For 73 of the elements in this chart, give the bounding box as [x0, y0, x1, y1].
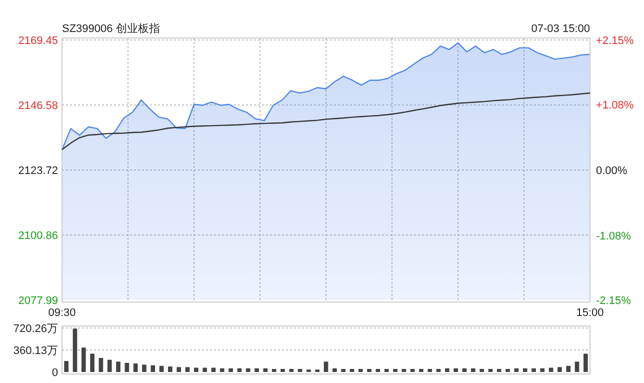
x-tick-label: 15:00	[576, 307, 604, 319]
bar	[350, 368, 354, 372]
bar	[150, 365, 156, 372]
bar	[376, 368, 380, 372]
bar	[176, 367, 182, 372]
bar	[90, 354, 94, 372]
bar	[211, 368, 216, 372]
bar	[159, 366, 164, 372]
bar	[194, 368, 198, 372]
bar	[142, 364, 146, 372]
bar	[254, 368, 259, 372]
bar	[574, 362, 580, 372]
bar	[358, 368, 363, 372]
bar	[98, 358, 104, 372]
bar	[72, 328, 78, 372]
x-tick-label: 09:30	[48, 307, 76, 319]
bar	[454, 368, 458, 372]
bar	[228, 368, 233, 372]
bar	[107, 360, 112, 372]
bar	[506, 368, 510, 372]
bar	[402, 368, 406, 372]
bar	[584, 354, 588, 372]
y-tick-label: 2146.58	[18, 100, 58, 112]
y-tick-label: 2123.72	[18, 165, 58, 177]
y-tick-label: 720.26万	[13, 323, 58, 335]
bar	[558, 367, 562, 372]
bar	[324, 362, 328, 372]
bar	[548, 368, 554, 372]
bar	[445, 368, 450, 372]
text: 07-03 15:00	[531, 23, 590, 35]
bar	[202, 368, 207, 372]
bar	[496, 368, 502, 372]
bar	[532, 368, 536, 372]
bar	[410, 368, 415, 372]
bar	[246, 368, 250, 372]
y2-tick-label: +1.08%	[596, 100, 634, 112]
bar	[470, 368, 476, 372]
bar	[289, 368, 294, 372]
bar	[133, 363, 138, 372]
chart-title: SZ399006 创业板指	[62, 22, 160, 35]
y2-tick-label: -2.15%	[596, 295, 632, 307]
bar	[263, 368, 268, 372]
bar	[185, 367, 190, 372]
bar	[480, 368, 484, 372]
bar	[332, 368, 337, 372]
bar	[428, 368, 432, 372]
bar	[168, 366, 172, 372]
bar	[393, 368, 398, 372]
bar	[298, 368, 302, 372]
bar	[384, 368, 389, 372]
y-tick-label: 2077.99	[18, 295, 58, 307]
bar	[116, 362, 120, 372]
bar	[540, 368, 545, 372]
line-series	[61, 92, 591, 150]
y-tick-label: 2100.86	[18, 230, 58, 242]
bar	[220, 368, 224, 372]
bar	[341, 368, 346, 372]
y2-tick-label: -1.08%	[596, 230, 632, 242]
y-tick-label: 0	[52, 367, 58, 379]
y-tick-label: 2169.45	[18, 35, 58, 47]
y2-tick-label: 0.00%	[596, 165, 628, 177]
bar	[124, 362, 130, 372]
y-tick-label: 360.13万	[13, 345, 58, 357]
bar	[566, 366, 571, 372]
bar	[81, 348, 86, 372]
bar	[64, 361, 68, 372]
bar	[419, 368, 424, 372]
bar	[488, 368, 493, 372]
y2-tick-label: +2.15%	[596, 35, 634, 47]
bar	[436, 368, 441, 372]
bar	[272, 368, 276, 372]
bar	[280, 368, 285, 372]
bar	[367, 368, 372, 372]
